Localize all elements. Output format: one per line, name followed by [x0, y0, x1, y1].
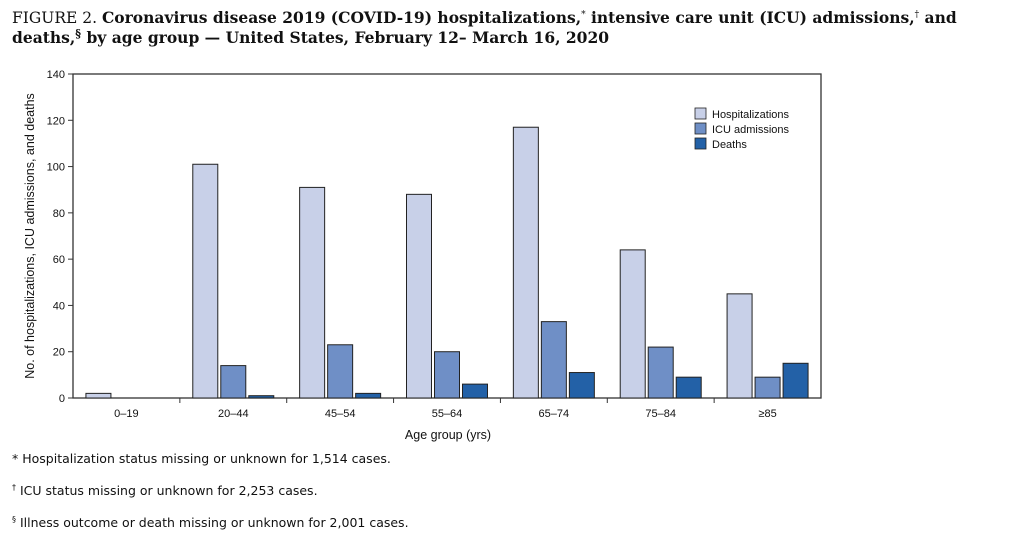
legend-label: Hospitalizations [712, 109, 790, 121]
bar-icu-admissions [647, 346, 674, 399]
x-tick-label: 45–54 [325, 408, 356, 420]
footnote-hospitalization: * Hospitalization status missing or unkn… [12, 451, 391, 466]
bar-hospitalizations [619, 249, 646, 399]
x-tick-label: 75–84 [645, 408, 676, 420]
legend-swatch [694, 122, 707, 135]
plot-area: 0 20 40 60 80 100 120 140 0–19 20–44 45–54 55–64 65–… [47, 69, 822, 420]
x-tick-label: 20–44 [218, 408, 249, 420]
y-tick-label: 100 [47, 162, 65, 174]
bar-hospitalizations [726, 293, 753, 399]
figure-title: FIGURE 2. Coronavirus disease 2019 (COVI… [12, 8, 1012, 48]
footnote-2-text: ICU status missing or unknown for 2,253 … [16, 483, 318, 498]
y-tick-label: 40 [53, 300, 65, 312]
footnote-1-text: Hospitalization status missing or unknow… [18, 451, 391, 466]
legend-label: Deaths [712, 139, 747, 151]
x-tick-label: 0–19 [114, 408, 138, 420]
y-tick-label: 140 [47, 69, 65, 81]
bar-deaths [675, 376, 702, 399]
footnote-deaths: § Illness outcome or death missing or un… [12, 515, 409, 530]
figure-title-text-2: intensive care unit (ICU) admissions, [585, 8, 915, 27]
footnote-3-mark: § [12, 514, 16, 524]
footnote-mark-hosp: * [581, 9, 586, 20]
y-tick-label: 60 [53, 254, 65, 266]
footnote-mark-icu: † [914, 9, 920, 20]
bar-hospitalizations [85, 392, 112, 399]
x-tick-label: 65–74 [539, 408, 570, 420]
y-axis-label: No. of hospitalizations, ICU admissions,… [23, 93, 37, 379]
footnote-3-text: Illness outcome or death missing or unkn… [16, 515, 409, 530]
bar-deaths [782, 362, 809, 399]
figure-title-text-1: Coronavirus disease 2019 (COVID-19) hosp… [101, 8, 582, 27]
figure-label: FIGURE 2. [12, 9, 98, 27]
bar-deaths [568, 372, 595, 399]
bar-hospitalizations [192, 163, 219, 399]
y-tick-label: 120 [47, 115, 65, 127]
legend-swatch [694, 137, 707, 150]
bar-icu-admissions [540, 321, 567, 399]
bar-hospitalizations [406, 193, 432, 399]
bar-icu-admissions [220, 365, 247, 399]
bar-deaths [355, 392, 382, 399]
footnote-mark-deaths: § [75, 26, 82, 40]
figure-title-text-3: and deaths, [12, 8, 957, 47]
y-tick-label: 80 [53, 208, 65, 220]
bar-icu-admissions [327, 344, 354, 399]
x-axis-label: Age group (yrs) [405, 428, 491, 442]
legend-swatch [694, 107, 707, 120]
footnote-icu: † ICU status missing or unknown for 2,25… [12, 483, 318, 498]
bar-deaths [248, 395, 275, 399]
y-tick-label: 20 [53, 347, 65, 359]
legend-label: ICU admissions [712, 124, 790, 136]
bar-icu-admissions [434, 351, 460, 399]
bar-hospitalizations [512, 126, 539, 399]
x-tick-label: 55–64 [432, 408, 463, 420]
bar-deaths [462, 383, 488, 399]
footnote-2-mark: † [12, 482, 16, 492]
x-tick-label: ≥85 [758, 408, 776, 420]
plot-frame [72, 73, 822, 399]
figure-title-text-4: by age group — United States, February 1… [81, 28, 610, 47]
bar-icu-admissions [754, 376, 781, 399]
y-tick-label: 0 [59, 393, 65, 405]
bar-hospitalizations [299, 186, 326, 399]
footnote-1-mark: * [12, 451, 19, 466]
